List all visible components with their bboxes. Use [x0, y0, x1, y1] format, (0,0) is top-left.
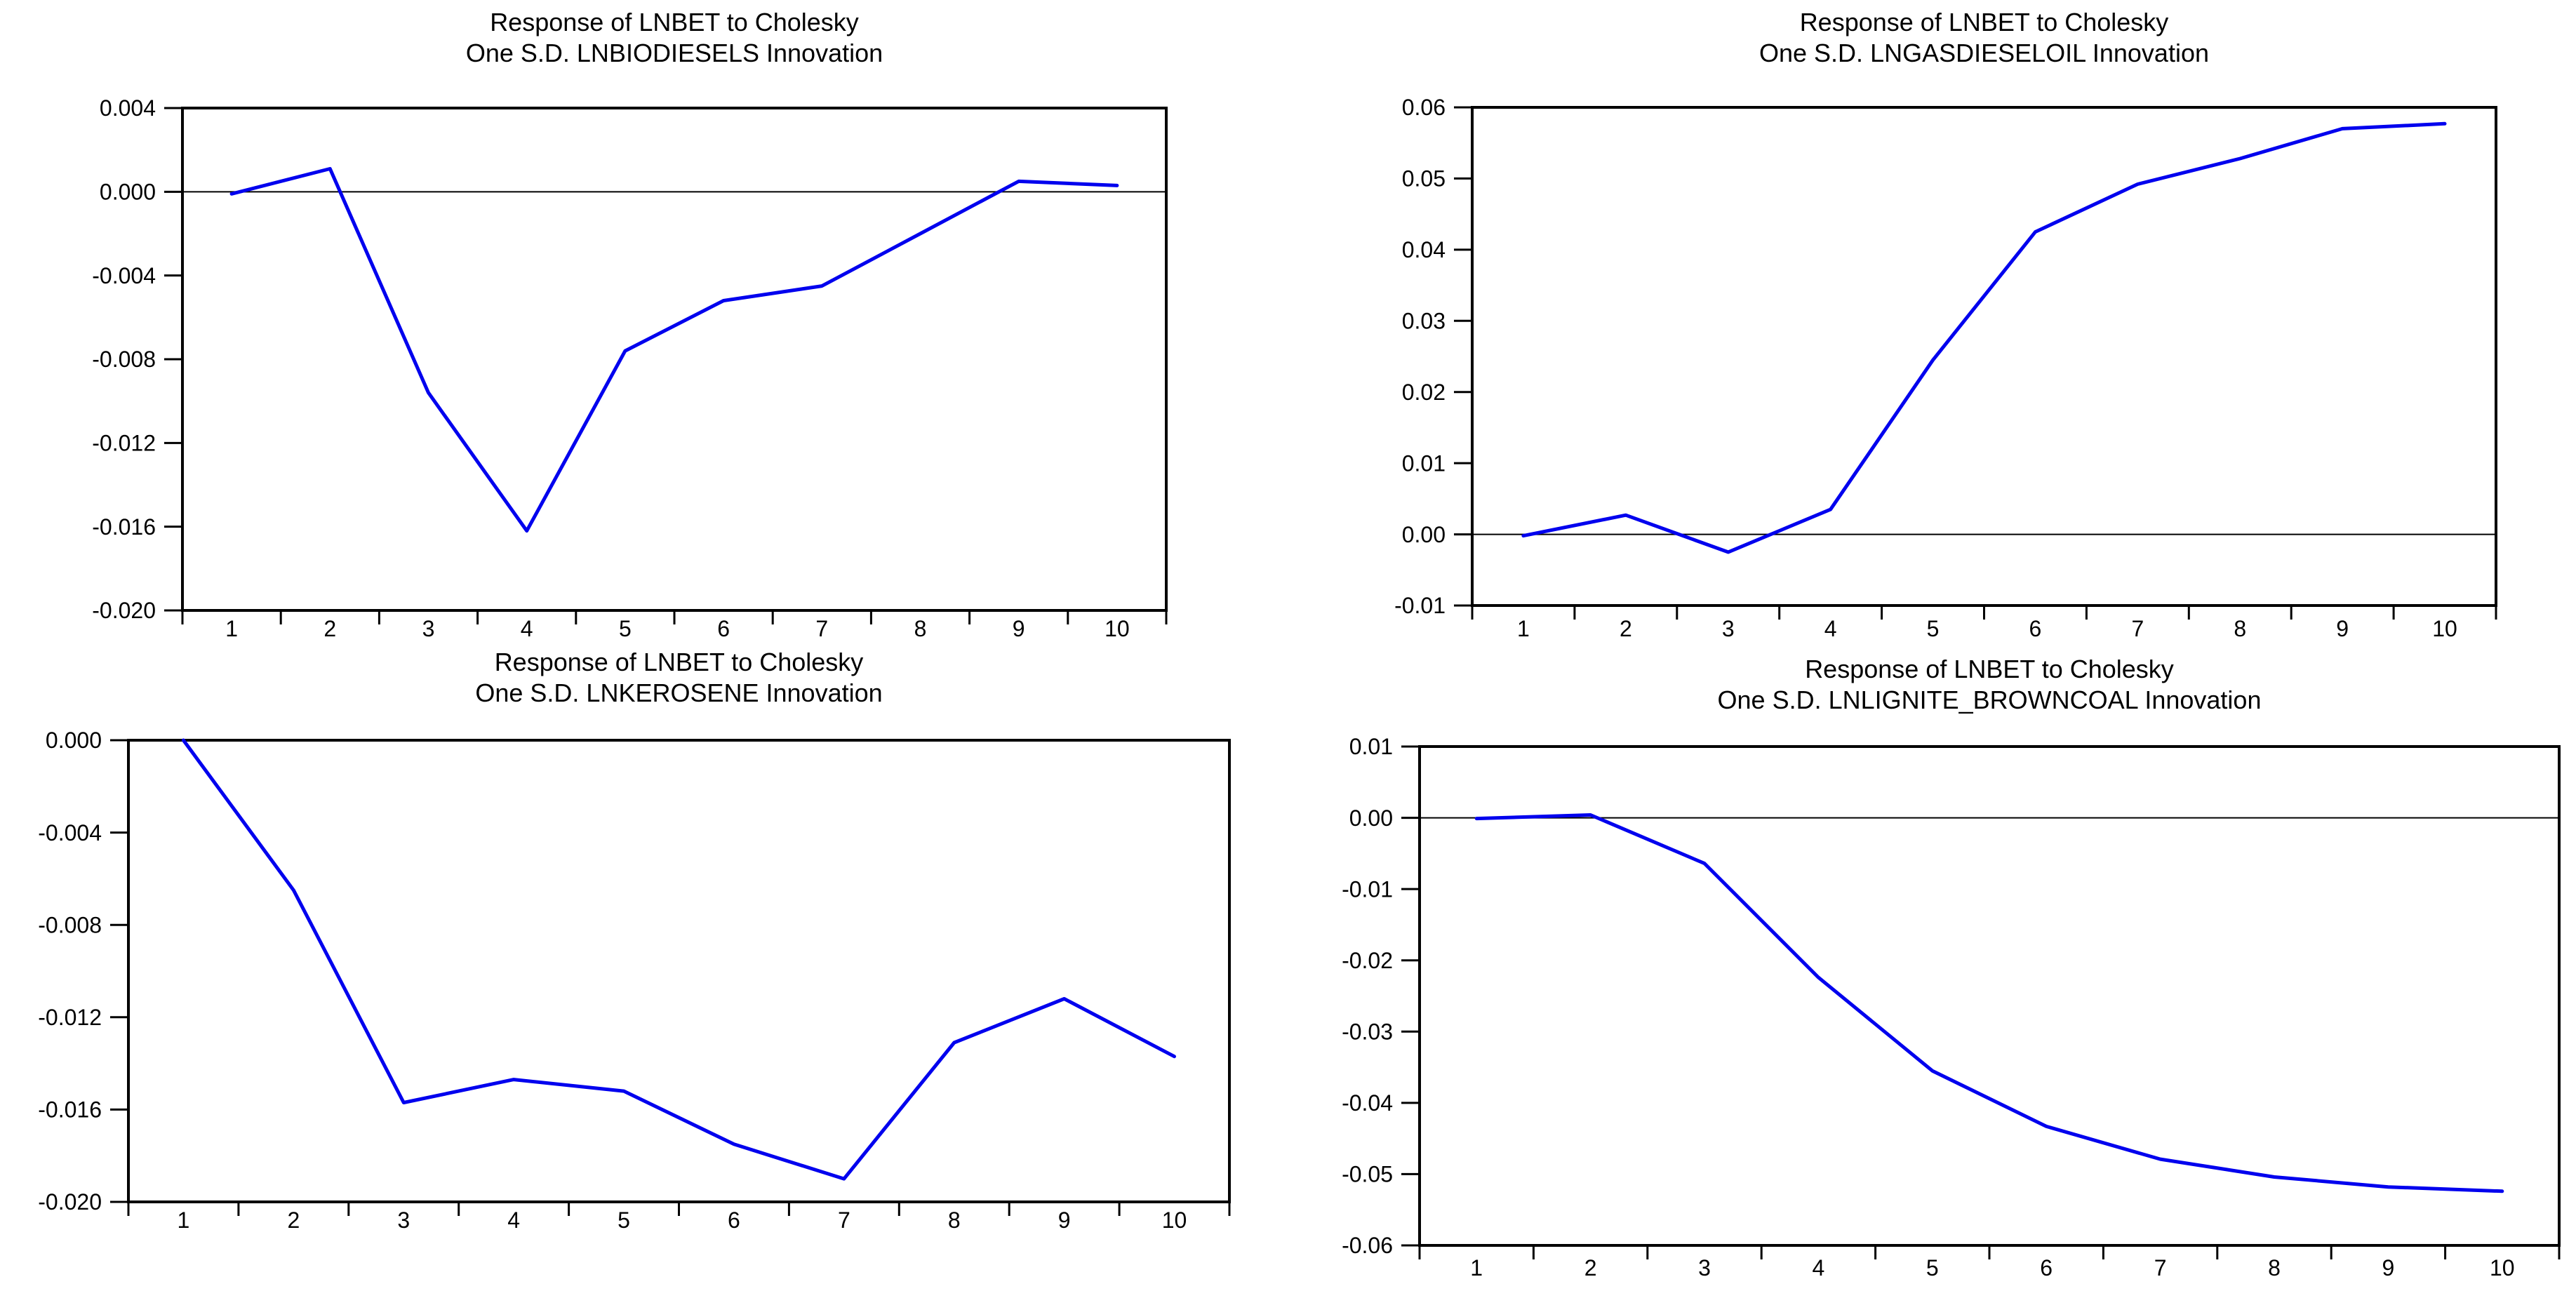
plot-area-lnkerosene: 0.000 -0.004 -0.008 -0.012 -0.016 -0.020 1 2 3 4 5…: [38, 728, 1231, 1233]
y-tick-label: -0.05: [1342, 1162, 1393, 1187]
x-tick-label: 2: [287, 1208, 300, 1233]
plot-area-lngasdieseloil: 0.06 0.05 0.04 0.03 0.02 0.01 0.00 -0.01 1 2 3 4 5 6 7…: [1394, 95, 2497, 641]
response-series-line: [181, 738, 1176, 1181]
x-tick-label: 6: [728, 1208, 740, 1233]
x-tick-label: 9: [1058, 1208, 1071, 1233]
x-tick-label: 5: [619, 616, 632, 641]
x-tick-label: 6: [2040, 1255, 2053, 1280]
x-tick-label: 10: [2432, 616, 2457, 641]
y-tick-label: -0.020: [38, 1189, 102, 1215]
x-tick-label: 4: [1813, 1255, 1825, 1280]
y-tick-label: -0.008: [38, 912, 102, 937]
x-tick-label: 3: [422, 616, 435, 641]
plot-area-lnbiodiesels: 0.004 0.000 -0.004 -0.008 -0.012 -0.016 -0.020…: [92, 95, 1168, 641]
y-tick-label: 0.00: [1349, 805, 1393, 831]
x-tick-label: 8: [914, 616, 927, 641]
axis-box: [1471, 106, 2497, 607]
irf-chart-lnbiodiesels: Response of LNBET to Cholesky One S.D. L…: [0, 0, 1288, 646]
x-tick-label: 6: [717, 616, 730, 641]
chart-title-line1: Response of LNBET to Cholesky: [494, 648, 864, 676]
response-series-line: [1521, 121, 2447, 554]
y-tick-label: 0.004: [100, 95, 156, 121]
y-tick-label: -0.020: [92, 598, 156, 623]
x-tick-label: 4: [521, 616, 533, 641]
x-tick-label: 1: [1517, 616, 1530, 641]
y-tick-label: -0.04: [1342, 1090, 1393, 1116]
y-tick-label: -0.03: [1342, 1019, 1393, 1044]
x-tick-label: 6: [2029, 616, 2042, 641]
x-tick-label: 5: [618, 1208, 630, 1233]
x-tick-label: 8: [2234, 616, 2246, 641]
plot-area-lnlignite-browncoal: 0.01 0.00 -0.01 -0.02 -0.03 -0.04 -0.05 -0.06 1 2…: [1342, 734, 2561, 1280]
x-tick-label: 1: [1470, 1255, 1483, 1280]
x-tick-label: 2: [1584, 1255, 1597, 1280]
y-tick-label: -0.004: [92, 263, 156, 288]
y-tick-label: 0.01: [1402, 450, 1446, 476]
y-tick-label: 0.04: [1402, 237, 1446, 262]
y-tick-label: 0.03: [1402, 308, 1446, 333]
y-tick-label: -0.016: [92, 514, 156, 540]
x-tick-label: 2: [323, 616, 336, 641]
response-series-line: [1474, 813, 2504, 1193]
x-tick-label: 7: [2131, 616, 2144, 641]
x-tick-label: 3: [397, 1208, 410, 1233]
y-tick-label: 0.00: [1402, 522, 1446, 547]
chart-title: Response of LNBET to Cholesky One S.D. L…: [1472, 7, 2496, 69]
x-tick-label: 8: [948, 1208, 961, 1233]
chart-title-line2: One S.D. LNKEROSENE Innovation: [475, 678, 883, 707]
chart-title-line1: Response of LNBET to Cholesky: [1805, 655, 2174, 683]
axis-box: [181, 107, 1168, 612]
x-tick-label: 10: [1105, 616, 1130, 641]
x-tick-label: 7: [838, 1208, 850, 1233]
y-tick-label: -0.012: [38, 1005, 102, 1030]
y-tick-label: 0.06: [1402, 95, 1446, 120]
y-tick-label: -0.02: [1342, 948, 1393, 973]
chart-title-line2: One S.D. LNGASDIESELOIL Innovation: [1759, 39, 2209, 67]
chart-title-line1: Response of LNBET to Cholesky: [1799, 8, 2169, 36]
x-tick-label: 9: [2382, 1255, 2395, 1280]
x-tick-label: 7: [815, 616, 828, 641]
y-tick-label: -0.01: [1394, 593, 1446, 618]
y-tick-label: -0.01: [1342, 876, 1393, 902]
x-tick-label: 3: [1722, 616, 1735, 641]
axis-box: [1418, 745, 2561, 1247]
response-series-line: [229, 167, 1119, 533]
x-tick-label: 1: [225, 616, 238, 641]
y-tick-label: 0.01: [1349, 734, 1393, 759]
x-tick-label: 10: [2490, 1255, 2515, 1280]
x-tick-label: 1: [178, 1208, 190, 1233]
irf-chart-lngasdieseloil: Response of LNBET to Cholesky One S.D. L…: [1288, 0, 2576, 646]
x-tick-label: 4: [1824, 616, 1837, 641]
y-tick-label: 0.02: [1402, 380, 1446, 405]
chart-title: Response of LNBET to Cholesky One S.D. L…: [182, 7, 1166, 69]
x-tick-label: 9: [1013, 616, 1025, 641]
y-tick-label: 0.000: [46, 728, 102, 753]
x-tick-label: 10: [1162, 1208, 1187, 1233]
y-tick-label: 0.000: [100, 180, 156, 205]
y-tick-label: -0.06: [1342, 1233, 1393, 1258]
chart-title-line2: One S.D. LNLIGNITE_BROWNCOAL Innovation: [1717, 685, 2262, 714]
x-tick-label: 5: [1927, 616, 1940, 641]
irf-chart-lnkerosene: Response of LNBET to Cholesky One S.D. L…: [0, 646, 1288, 1291]
x-tick-label: 8: [2268, 1255, 2281, 1280]
chart-title-line2: One S.D. LNBIODIESELS Innovation: [465, 39, 883, 67]
chart-title: Response of LNBET to Cholesky One S.D. L…: [128, 647, 1229, 709]
x-tick-label: 3: [1698, 1255, 1711, 1280]
chart-title-line1: Response of LNBET to Cholesky: [490, 8, 859, 36]
y-tick-label: 0.05: [1402, 166, 1446, 192]
y-tick-label: -0.008: [92, 347, 156, 372]
y-tick-label: -0.012: [92, 431, 156, 456]
chart-title: Response of LNBET to Cholesky One S.D. L…: [1420, 654, 2559, 716]
x-tick-label: 5: [1926, 1255, 1939, 1280]
x-tick-label: 9: [2336, 616, 2349, 641]
y-tick-label: -0.004: [38, 820, 102, 845]
axis-box: [127, 739, 1231, 1203]
y-tick-label: -0.016: [38, 1097, 102, 1123]
x-tick-label: 7: [2154, 1255, 2167, 1280]
irf-chart-lnlignite-browncoal: Response of LNBET to Cholesky One S.D. L…: [1288, 646, 2576, 1291]
x-tick-label: 2: [1620, 616, 1632, 641]
x-tick-label: 4: [507, 1208, 520, 1233]
